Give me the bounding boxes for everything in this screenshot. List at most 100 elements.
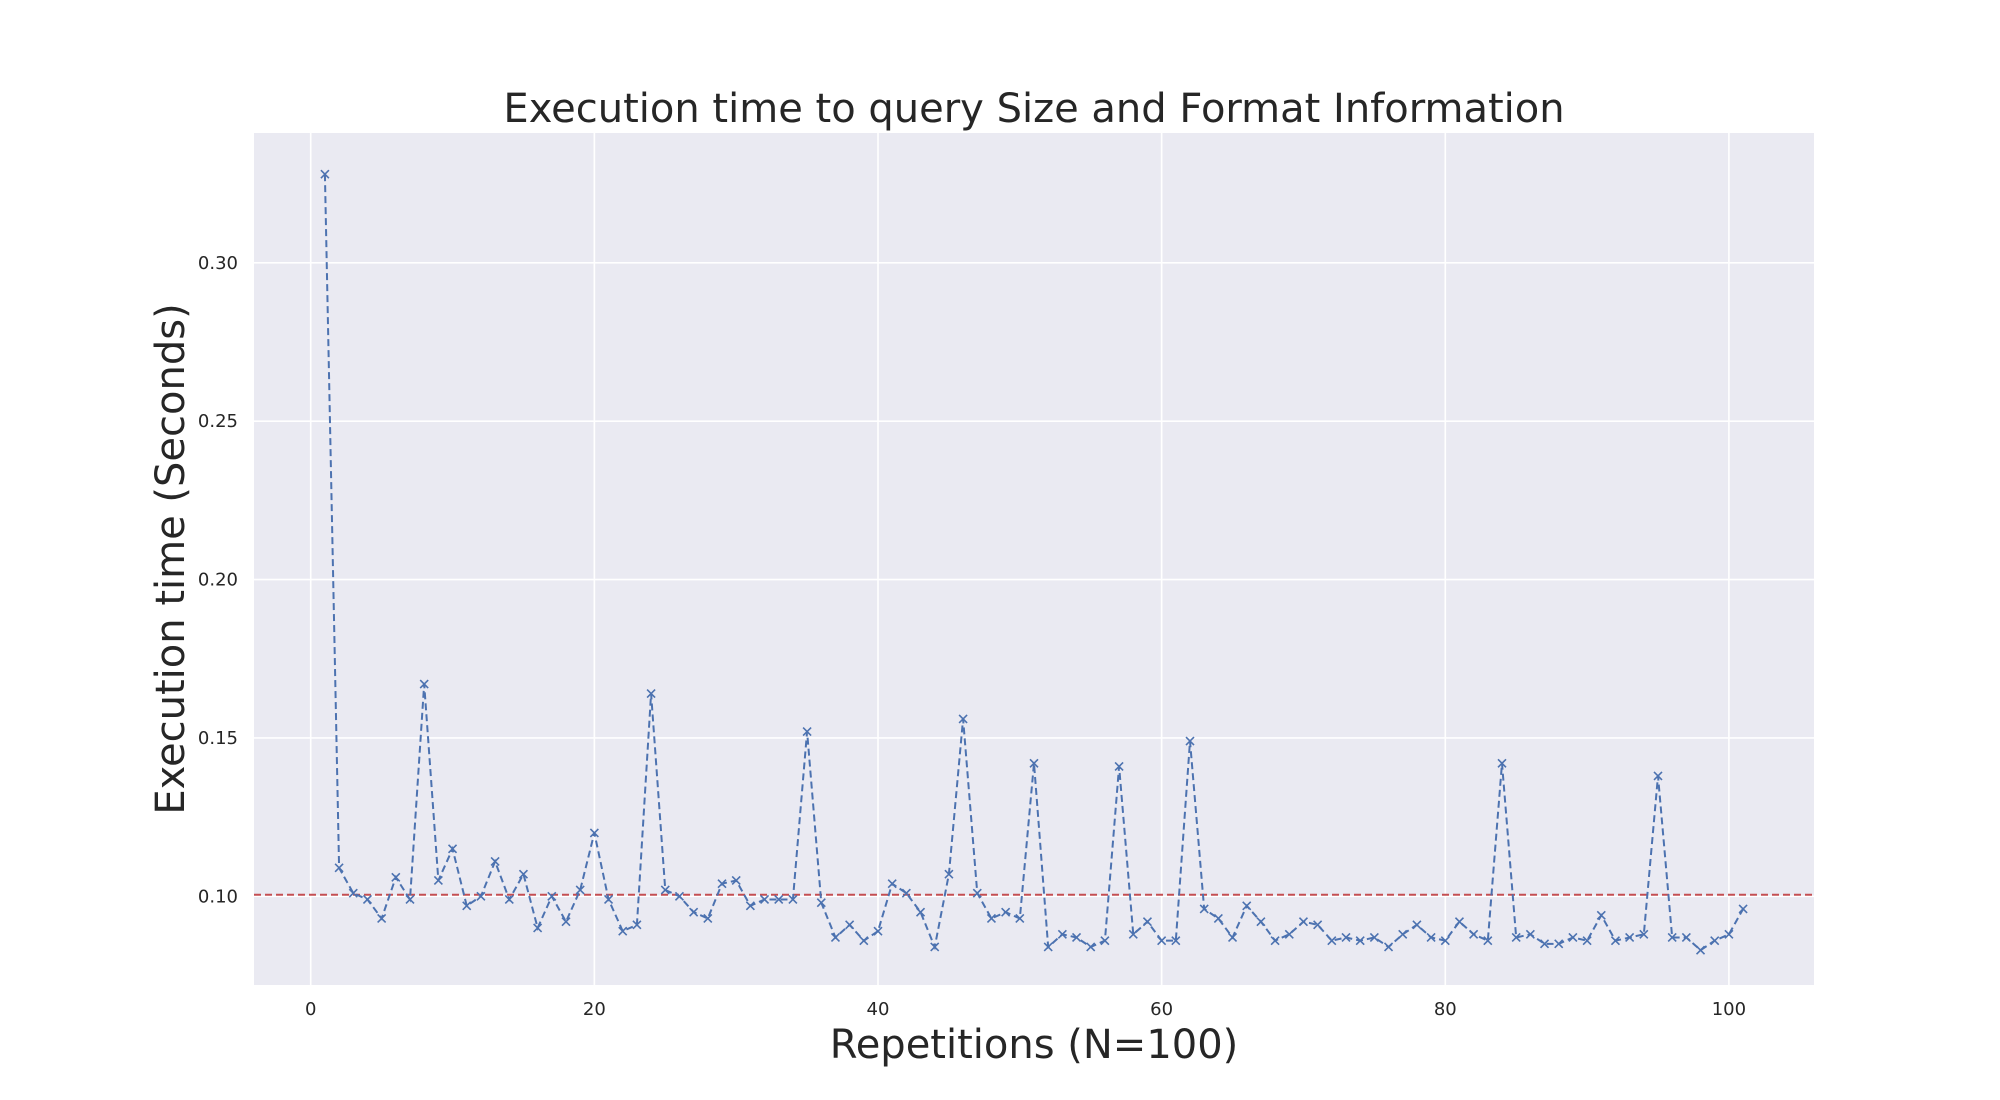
data-point-marker <box>1242 901 1252 911</box>
data-point-marker <box>362 894 373 905</box>
data-point-marker <box>1483 936 1493 946</box>
data-point-marker <box>873 926 883 936</box>
data-point-marker <box>986 913 997 924</box>
data-point-marker <box>1256 917 1266 927</box>
data-point-marker <box>1511 932 1521 943</box>
data-point-marker <box>830 932 841 943</box>
data-point-marker <box>1625 932 1635 943</box>
series-group <box>320 169 1748 955</box>
data-point-marker <box>1554 939 1564 949</box>
data-point-marker <box>348 888 358 898</box>
plot-area <box>254 133 1814 985</box>
data-point-marker <box>1227 932 1238 943</box>
data-point-marker <box>1001 907 1011 917</box>
data-point-marker <box>944 869 954 879</box>
data-point-marker <box>845 920 855 930</box>
data-point-marker <box>788 894 798 905</box>
x-tick-label: 20 <box>583 999 606 1020</box>
y-tick-label: 0.30 <box>198 253 238 274</box>
x-axis-label: Repetitions (N=100) <box>830 1022 1239 1068</box>
data-point-marker <box>1128 929 1138 939</box>
data-point-marker <box>972 888 982 898</box>
data-point-marker <box>561 917 571 927</box>
grid-lines <box>254 133 1814 985</box>
data-point-marker <box>1525 929 1535 939</box>
data-point-marker <box>490 856 500 867</box>
data-point-marker <box>1738 904 1748 914</box>
data-point-marker <box>1710 936 1720 946</box>
data-point-marker <box>618 926 628 936</box>
data-point-marker <box>1539 939 1550 949</box>
data-point-marker <box>1596 910 1606 920</box>
data-point-marker <box>1157 936 1167 946</box>
data-point-marker <box>476 891 486 901</box>
data-point-marker <box>1015 913 1025 924</box>
data-point-marker <box>447 844 458 854</box>
x-tick-label: 60 <box>1150 999 1173 1020</box>
data-point-marker <box>1695 945 1706 955</box>
data-point-marker <box>646 689 656 699</box>
data-point-marker <box>504 894 514 905</box>
data-point-marker <box>1213 913 1223 924</box>
data-point-marker <box>930 942 940 952</box>
data-point-marker <box>1440 936 1450 946</box>
data-point-marker <box>1369 932 1379 943</box>
data-point-marker <box>1653 771 1663 781</box>
data-point-marker <box>759 894 770 905</box>
tick-labels: 0 20 40 60 80 100 0.10 0.15 0.20 0.25 0.30 <box>198 253 1746 1020</box>
data-point-marker <box>1142 917 1153 927</box>
data-point-marker <box>745 901 755 911</box>
data-point-marker <box>816 898 826 908</box>
data-point-marker <box>1327 936 1337 946</box>
data-point-marker <box>1724 929 1734 939</box>
y-axis-label: Execution time (Seconds) <box>148 303 194 814</box>
data-point-marker <box>901 888 911 898</box>
data-point-marker <box>1086 942 1096 952</box>
data-point-marker <box>419 679 429 689</box>
data-point-marker <box>1412 920 1422 930</box>
data-point-marker <box>1639 929 1649 939</box>
data-point-marker <box>1355 936 1365 946</box>
data-point-marker <box>1568 932 1578 943</box>
data-point-marker <box>731 875 741 886</box>
chart-title: Execution time to query Size and Format … <box>503 86 1564 132</box>
data-point-marker <box>774 894 784 905</box>
data-point-marker <box>887 879 897 889</box>
data-point-marker <box>689 907 699 917</box>
data-point-marker <box>1681 932 1691 943</box>
data-point-marker <box>1341 932 1351 943</box>
data-point-marker <box>859 936 869 946</box>
data-point-marker <box>1497 758 1507 768</box>
data-point-marker <box>462 901 472 911</box>
data-point-marker <box>433 875 443 886</box>
data-point-marker <box>391 872 401 882</box>
data-point-marker <box>405 894 415 905</box>
data-point-marker <box>802 727 812 737</box>
data-point-marker <box>518 869 529 879</box>
data-point-marker <box>1398 929 1408 939</box>
data-point-marker <box>1029 758 1039 768</box>
data-point-marker <box>1100 936 1110 946</box>
data-point-marker <box>320 169 330 179</box>
series-line <box>323 174 1744 952</box>
data-point-marker <box>1383 942 1394 952</box>
data-point-marker <box>1171 936 1181 946</box>
data-point-marker <box>1199 904 1209 914</box>
data-point-marker <box>1582 936 1592 946</box>
y-tick-label: 0.15 <box>198 728 238 749</box>
data-point-marker <box>1270 936 1280 946</box>
data-point-marker <box>674 891 685 901</box>
data-point-marker <box>1284 929 1294 939</box>
data-point-marker <box>575 885 585 895</box>
data-point-marker <box>603 894 614 905</box>
data-point-marker <box>1454 917 1465 927</box>
data-point-marker <box>915 907 926 917</box>
x-tick-label: 100 <box>1712 999 1746 1020</box>
y-tick-label: 0.20 <box>198 570 238 591</box>
x-tick-label: 40 <box>867 999 890 1020</box>
x-tick-label: 80 <box>1434 999 1457 1020</box>
data-point-marker <box>589 828 599 838</box>
data-point-marker <box>1426 932 1436 943</box>
